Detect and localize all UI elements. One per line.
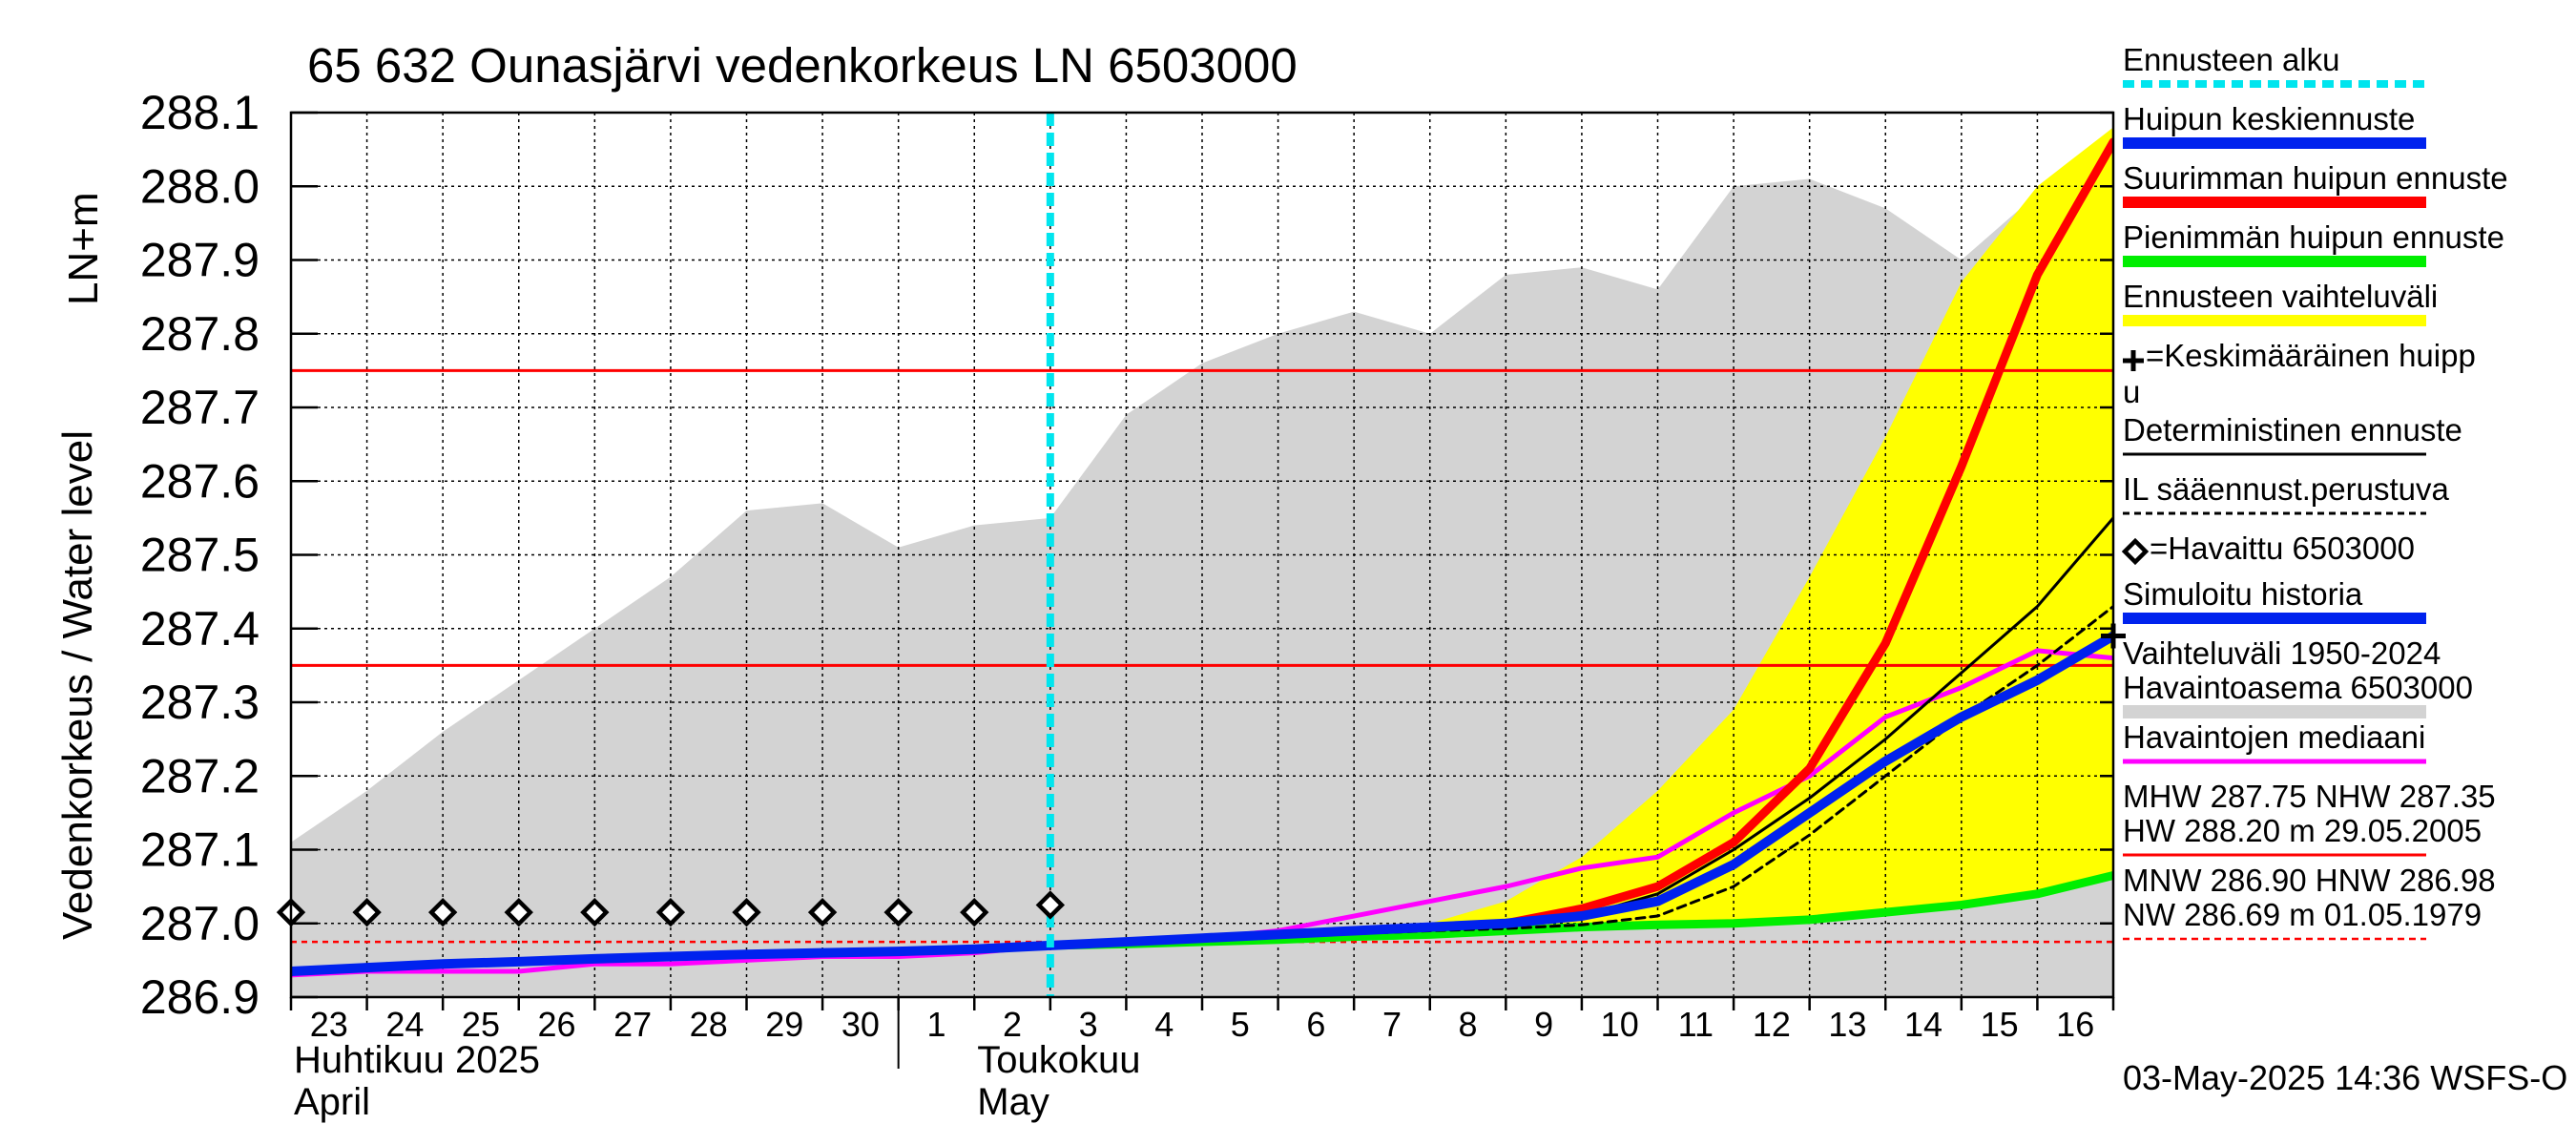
x-tick-label: 24: [385, 1005, 424, 1044]
legend-label: Pienimmän huipun ennuste: [2123, 219, 2504, 255]
y-tick-label: 287.8: [140, 307, 260, 361]
x-tick-label: 1: [926, 1005, 945, 1044]
legend-label: Ennusteen vaihteluväli: [2123, 279, 2438, 314]
legend-label: MHW 287.75 NHW 287.35: [2123, 779, 2496, 814]
observed-point: [580, 897, 610, 927]
legend-label: MNW 286.90 HNW 286.98: [2123, 863, 2496, 898]
legend-label: Havaintojen mediaani: [2123, 719, 2425, 755]
x-tick-label: 11: [1678, 1005, 1714, 1044]
x-tick-label: 2: [1003, 1005, 1022, 1044]
observed-point: [807, 897, 838, 927]
x-tick-label: 12: [1753, 1005, 1791, 1044]
y-tick-label: 288.0: [140, 159, 260, 213]
y-tick-label: 286.9: [140, 970, 260, 1024]
x-tick-label: 14: [1904, 1005, 1942, 1044]
x-tick-label: 29: [765, 1005, 803, 1044]
legend-label: Deterministinen ennuste: [2123, 412, 2462, 448]
x-tick-label: 30: [841, 1005, 880, 1044]
legend-label: =Havaittu 6503000: [2150, 531, 2415, 566]
observed-point: [352, 897, 382, 927]
legend-label: HW 288.20 m 29.05.2005: [2123, 813, 2482, 848]
x-tick-label: 27: [613, 1005, 652, 1044]
x-tick-label: 15: [1981, 1005, 2019, 1044]
observed-point: [960, 897, 989, 927]
y-axis-label: Vedenkorkeus / Water level: [54, 430, 101, 940]
observed-point: [655, 897, 686, 927]
legend-label: Simuloitu historia: [2123, 576, 2363, 612]
observed-point: [732, 897, 761, 927]
forecast-band: [1049, 127, 2113, 946]
y-tick-label: 287.5: [140, 529, 260, 582]
x-tick-label: 8: [1459, 1005, 1478, 1044]
month-label-en: April: [294, 1081, 370, 1123]
x-tick-label: 23: [310, 1005, 348, 1044]
chart-footer: 03-May-2025 14:36 WSFS-O: [2123, 1058, 2567, 1097]
x-tick-label: 6: [1306, 1005, 1325, 1044]
month-label-fi: Huhtikuu 2025: [294, 1039, 540, 1081]
x-tick-label: 28: [690, 1005, 728, 1044]
legend-label: =Keskimääräinen huipp: [2146, 338, 2476, 373]
legend-label: Havaintoasema 6503000: [2123, 670, 2473, 705]
month-label-en: May: [977, 1081, 1049, 1123]
legend-label: Suurimman huipun ennuste: [2123, 160, 2508, 196]
x-tick-label: 16: [2056, 1005, 2094, 1044]
legend-label: u: [2123, 374, 2140, 409]
x-tick-label: 10: [1601, 1005, 1639, 1044]
legend-label: IL sääennust.perustuva: [2123, 471, 2449, 507]
legend-label: Vaihteluväli 1950-2024: [2123, 635, 2441, 671]
legend-label: Huipun keskiennuste: [2123, 101, 2415, 136]
y-tick-label: 288.1: [140, 86, 260, 139]
legend-diamond-icon: [2121, 537, 2150, 566]
y-tick-label: 287.6: [140, 454, 260, 508]
legend-label: NW 286.69 m 01.05.1979: [2123, 897, 2482, 932]
y-tick-label: 287.0: [140, 897, 260, 950]
x-tick-label: 26: [538, 1005, 576, 1044]
x-tick-label: 7: [1382, 1005, 1402, 1044]
y-tick-label: 287.3: [140, 676, 260, 729]
y-tick-label: 287.1: [140, 823, 260, 877]
series-line: [291, 631, 2113, 976]
chart-title: 65 632 Ounasjärvi vedenkorkeus LN 650300…: [307, 38, 1298, 93]
x-tick-label: 4: [1154, 1005, 1174, 1044]
y-tick-label: 287.2: [140, 749, 260, 802]
x-tick-label: 3: [1079, 1005, 1098, 1044]
y-axis-unit-label: LN+m: [60, 192, 107, 305]
x-tick-label: 13: [1828, 1005, 1866, 1044]
y-tick-label: 287.7: [140, 381, 260, 434]
x-tick-label: 25: [462, 1005, 500, 1044]
legend-label: Ennusteen alku: [2123, 42, 2340, 77]
observed-point: [504, 897, 533, 927]
legend-plus-icon: [2123, 350, 2144, 371]
observed-point: [427, 897, 458, 927]
y-tick-label: 287.9: [140, 234, 260, 287]
month-label-fi: Toukokuu: [977, 1039, 1140, 1081]
y-tick-label: 287.4: [140, 602, 260, 656]
observed-point: [1035, 890, 1066, 920]
x-tick-label: 9: [1534, 1005, 1553, 1044]
x-tick-label: 5: [1231, 1005, 1250, 1044]
observed-point: [883, 897, 913, 927]
